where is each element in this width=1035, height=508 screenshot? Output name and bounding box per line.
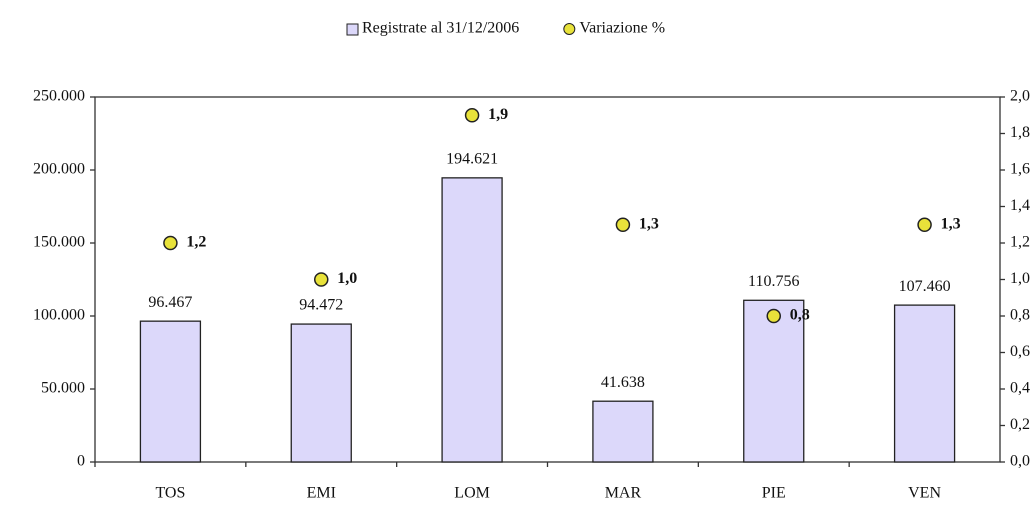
point-value-label: 1,2 xyxy=(186,234,206,251)
y2-tick-label: 1,0 xyxy=(1010,270,1030,287)
y2-tick-label: 0,0 xyxy=(1010,453,1030,470)
point-value-label: 1,3 xyxy=(639,215,659,232)
y2-tick-label: 1,6 xyxy=(1010,161,1030,178)
bar xyxy=(441,177,503,463)
point xyxy=(917,217,932,232)
y2-tick-label: 1,8 xyxy=(1010,124,1030,141)
x-tick-label: MAR xyxy=(605,485,642,502)
y2-tick-label: 2,0 xyxy=(1010,88,1030,105)
bar-value-label: 94.472 xyxy=(299,297,343,314)
legend-label: Registrate al 31/12/2006 xyxy=(362,20,519,37)
y2-tick-label: 0,2 xyxy=(1010,416,1030,433)
bar-value-label: 110.756 xyxy=(748,273,799,290)
bar xyxy=(592,400,654,463)
y-tick-label: 150.000 xyxy=(33,234,85,251)
bar xyxy=(139,320,202,463)
x-tick-label: PIE xyxy=(762,485,786,502)
point-value-label: 1,3 xyxy=(941,215,961,232)
y2-tick-label: 1,4 xyxy=(1010,197,1030,214)
x-tick-label: VEN xyxy=(908,485,941,502)
bar xyxy=(743,299,805,463)
y2-tick-label: 0,6 xyxy=(1010,343,1030,360)
y-tick-label: 200.000 xyxy=(33,161,85,178)
y2-tick-label: 0,4 xyxy=(1010,380,1030,397)
point xyxy=(766,308,781,324)
x-tick-label: LOM xyxy=(454,485,490,502)
x-tick-label: TOS xyxy=(155,485,185,502)
point-value-label: 1,0 xyxy=(337,270,357,287)
y-tick-label: 0 xyxy=(77,453,85,470)
y-tick-label: 50.000 xyxy=(41,380,85,397)
bar-value-label: 96.467 xyxy=(148,294,192,311)
plot-frame xyxy=(94,96,1001,463)
point-value-label: 1,9 xyxy=(488,106,508,123)
legend-swatch xyxy=(346,23,359,36)
point-value-label: 0,8 xyxy=(790,307,810,324)
point xyxy=(314,272,329,287)
legend-label: Variazione % xyxy=(579,20,665,37)
bar xyxy=(290,323,352,463)
x-tick-label: EMI xyxy=(307,485,336,502)
legend-swatch xyxy=(563,23,576,35)
bar xyxy=(893,304,956,463)
bar-value-label: 41.638 xyxy=(601,374,645,391)
bar-value-label: 107.460 xyxy=(899,278,951,295)
point xyxy=(163,235,178,251)
y2-tick-label: 0,8 xyxy=(1010,307,1030,324)
bar-value-label: 194.621 xyxy=(446,151,498,168)
y-tick-label: 250.000 xyxy=(33,88,85,105)
y-tick-label: 100.000 xyxy=(33,307,85,324)
y2-tick-label: 1,2 xyxy=(1010,234,1030,251)
point xyxy=(615,217,631,232)
point xyxy=(464,108,480,123)
